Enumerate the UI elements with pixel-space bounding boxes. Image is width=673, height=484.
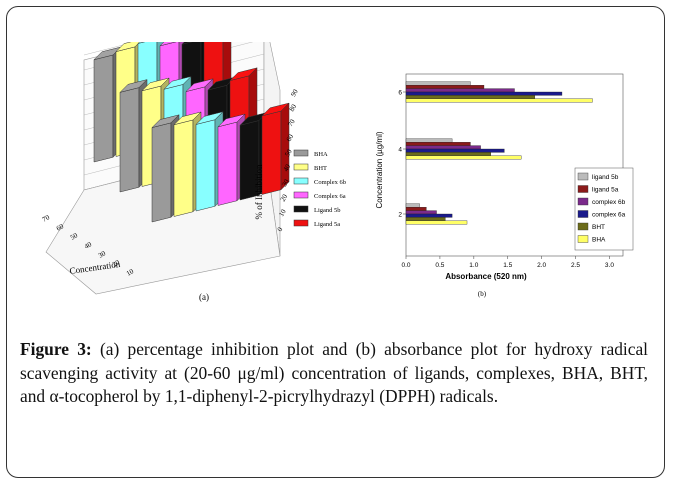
y-tick-label: 0 (276, 226, 285, 233)
bar-ligand-5a-20 (261, 102, 290, 195)
legend-swatch (577, 235, 589, 243)
y-tick-label: 20 (279, 193, 290, 203)
x-tick-label: 40 (83, 240, 93, 251)
x-tick-label: 20 (111, 258, 121, 269)
chart-a-ylabel: % of Inhibition (254, 164, 264, 219)
legend-swatch (577, 210, 589, 218)
legend-label: Complex 6a (314, 193, 346, 200)
hbar-complex-6b-6 (405, 88, 515, 93)
hbar-complex-6b-4 (405, 145, 481, 150)
y-tick-label: 80 (288, 103, 299, 113)
chart-b-ylabel: Concentration (µg/ml) (375, 131, 384, 208)
x-tick-label: 2.5 (571, 262, 580, 269)
legend-swatch (577, 185, 589, 193)
hbar-ligand-5a-2 (405, 207, 427, 211)
legend-label: complex 6b (592, 199, 626, 206)
legend-label: BHA (592, 237, 606, 244)
hbar-ligand-5a-6 (405, 85, 485, 89)
legend-swatch (293, 163, 309, 171)
figure-caption: Figure 3: (a) percentage inhibition plot… (20, 338, 648, 409)
y-tick-label: 4 (398, 147, 402, 154)
chart-b-xlabel: Absorbance (520 nm) (445, 272, 527, 281)
chart-b-hbar: 0.0 0.5 1.0 1.5 2.0 2.5 3.0 2 4 6 Concentration (… (375, 73, 634, 298)
hbar-complex-6a-4 (405, 148, 505, 153)
legend-swatch (577, 222, 589, 231)
caption-label: Figure 3: (20, 339, 92, 359)
legend-label: Complex 6b (314, 179, 346, 186)
hbar-bht-2 (405, 217, 446, 221)
legend-label: complex 6a (592, 212, 626, 219)
legend-swatch (293, 205, 309, 213)
hbar-ligand-5b-6 (405, 81, 471, 86)
legend-label: BHT (592, 224, 605, 231)
chart-a-panel-label: (a) (199, 292, 209, 302)
x-tick-label: 60 (55, 222, 65, 233)
legend-swatch (293, 191, 309, 199)
legend-label: BHA (314, 151, 328, 158)
hbar-complex-6a-2 (405, 213, 453, 218)
legend-label: BHT (314, 165, 327, 172)
y-tick-label: 40 (282, 163, 293, 173)
hbar-complex-6a-6 (405, 91, 563, 96)
legend-swatch (293, 219, 309, 227)
legend-label: ligand 5b (592, 174, 619, 181)
legend-swatch (293, 149, 309, 157)
x-tick-label: 1.5 (503, 262, 512, 269)
legend-swatch (577, 197, 589, 206)
hbar-ligand-5b-4 (405, 138, 453, 143)
caption-text: (a) percentage inhibition plot and (b) a… (20, 339, 648, 406)
chart-a-ticks: 70 60 50 40 30 20 10 0 10 20 30 40 50 60 70 80 90 (41, 88, 300, 278)
y-tick-label: 70 (286, 118, 297, 128)
y-tick-label: 10 (277, 208, 288, 218)
x-tick-label: 70 (41, 213, 51, 224)
grid-line (83, 42, 136, 56)
x-tick-label: 1.0 (469, 262, 478, 269)
chart-b-legend: ligand 5b ligand 5a complex 6b complex 6a BH… (574, 167, 634, 251)
y-tick-label: 50 (283, 148, 294, 158)
x-tick-label: 0.0 (401, 262, 410, 269)
y-tick-label: 60 (285, 133, 296, 143)
hbar-bha-2 (405, 220, 468, 225)
chart-b-panel-label: (b) (478, 290, 487, 298)
legend-label: Ligand 5a (314, 221, 340, 228)
hbar-ligand-5b-2 (405, 203, 420, 208)
x-tick-label: 3.0 (605, 262, 614, 269)
legend-swatch (293, 177, 309, 185)
x-tick-label: 2.0 (537, 262, 546, 269)
hbar-bht-4 (405, 152, 491, 156)
x-tick-label: 50 (69, 231, 79, 242)
legend-swatch (577, 172, 589, 181)
x-tick-label: 10 (125, 267, 135, 278)
legend-label: Ligand 5b (314, 207, 341, 214)
legend-label: ligand 5a (592, 187, 619, 194)
x-tick-label: 0.5 (435, 262, 444, 269)
hbar-complex-6b-2 (405, 210, 437, 215)
chart-a-legend: BHA BHT Complex 6b Complex 6a Ligand 5b Ligan… (293, 149, 346, 228)
y-tick-label: 2 (398, 212, 402, 219)
hbar-bht-6 (405, 95, 536, 99)
x-tick-label: 30 (97, 249, 107, 260)
hbar-bha-6 (405, 98, 593, 103)
hbar-ligand-5a-4 (405, 142, 471, 146)
y-tick-label: 90 (289, 88, 300, 98)
y-tick-label: 30 (280, 178, 291, 188)
chart-a-bars (93, 42, 290, 223)
y-tick-label: 6 (398, 90, 402, 97)
hbar-bha-4 (405, 155, 522, 160)
